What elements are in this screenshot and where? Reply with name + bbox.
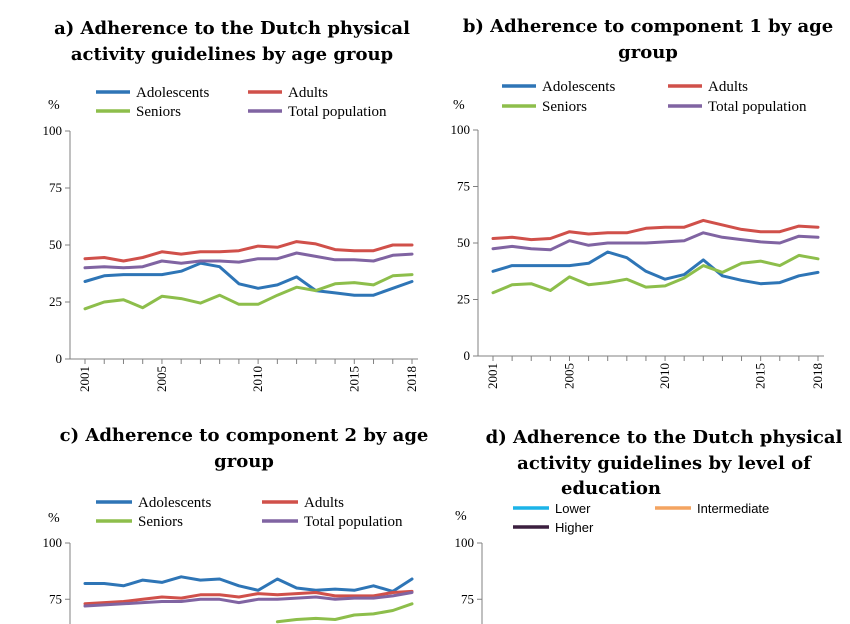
chart-title-line-2: activity guidelines by age group: [71, 44, 393, 65]
chart-title-line-1: b) Adherence to component 1 by age: [463, 16, 833, 37]
x-tick-label: 2001: [485, 363, 500, 389]
chart-title-line-1: c) Adherence to component 2 by age: [60, 425, 429, 446]
chart-title-line-1: d) Adherence to the Dutch physical: [486, 427, 843, 448]
x-tick-label: 2018: [810, 363, 825, 389]
y-tick-label: 100: [43, 535, 63, 550]
legend-label-intermediate: Intermediate: [697, 501, 769, 516]
y-tick-label: 25: [457, 292, 470, 307]
y-tick-label: 75: [457, 179, 470, 194]
y-tick-label: 0: [464, 348, 471, 363]
legend-label-adults: Adults: [304, 495, 344, 511]
legend-label-lower: Lower: [555, 501, 591, 516]
legend-label-adults: Adults: [708, 79, 748, 95]
y-tick-label: 50: [49, 237, 62, 252]
series-line-adults: [491, 218, 820, 242]
series-line-seniors: [83, 273, 414, 311]
legend-label-adolescents: Adolescents: [138, 495, 211, 511]
x-tick-label: 2005: [154, 366, 169, 392]
y-axis-unit-label: %: [48, 511, 60, 526]
legend-label-adolescents: Adolescents: [542, 79, 615, 95]
series-line-adults: [83, 589, 414, 606]
y-tick-label: 75: [49, 591, 62, 606]
chart-title-line-2: group: [618, 42, 678, 63]
panel-a: a) Adherence to the Dutch physical activ…: [43, 18, 420, 392]
panel-b: b) Adherence to component 1 by age group…: [451, 16, 834, 389]
legend-label-seniors: Seniors: [138, 514, 183, 530]
series-line-seniors: [275, 602, 414, 624]
chart-title-line-1: a) Adherence to the Dutch physical: [54, 18, 410, 39]
x-tick-label: 2018: [404, 366, 419, 392]
series-line-adults: [83, 240, 414, 263]
x-tick-label: 2001: [77, 366, 92, 392]
legend-label-total-population: Total population: [708, 99, 807, 115]
series-line-seniors: [491, 253, 820, 295]
panel-c: c) Adherence to component 2 by age group…: [43, 425, 429, 624]
legend-label-total-population: Total population: [304, 514, 403, 530]
y-tick-label: 25: [49, 294, 62, 309]
panel-d: d) Adherence to the Dutch physical activ…: [455, 427, 843, 624]
chart-title-line-3: education: [561, 478, 661, 499]
y-axis-unit-label: %: [453, 98, 465, 113]
chart-title-line-2: group: [214, 451, 274, 472]
x-tick-label: 2015: [346, 366, 361, 392]
legend-label-adolescents: Adolescents: [136, 85, 209, 101]
y-tick-label: 100: [455, 535, 475, 550]
series-line-total-population: [83, 591, 414, 608]
y-tick-label: 0: [56, 351, 63, 366]
y-tick-label: 75: [461, 591, 474, 606]
legend-label-seniors: Seniors: [136, 104, 181, 120]
y-tick-label: 50: [457, 235, 470, 250]
series-line-adolescents: [83, 261, 414, 297]
series-line-adolescents: [83, 575, 414, 593]
y-axis-unit-label: %: [455, 509, 467, 524]
series-line-total-population: [83, 251, 414, 270]
legend-label-adults: Adults: [288, 85, 328, 101]
x-tick-label: 2005: [561, 363, 576, 389]
y-axis-unit-label: %: [48, 98, 60, 113]
y-tick-label: 100: [451, 122, 471, 137]
x-tick-label: 2015: [753, 363, 768, 389]
legend-label-seniors: Seniors: [542, 99, 587, 115]
series-line-total-population: [491, 231, 820, 252]
y-tick-label: 75: [49, 180, 62, 195]
legend-label-higher: Higher: [555, 520, 594, 535]
y-tick-label: 100: [43, 123, 63, 138]
series-line-adolescents: [491, 250, 820, 286]
x-tick-label: 2010: [250, 366, 265, 392]
legend-label-total-population: Total population: [288, 104, 387, 120]
chart-title-line-2: activity guidelines by level of: [517, 453, 812, 474]
x-tick-label: 2010: [657, 363, 672, 389]
